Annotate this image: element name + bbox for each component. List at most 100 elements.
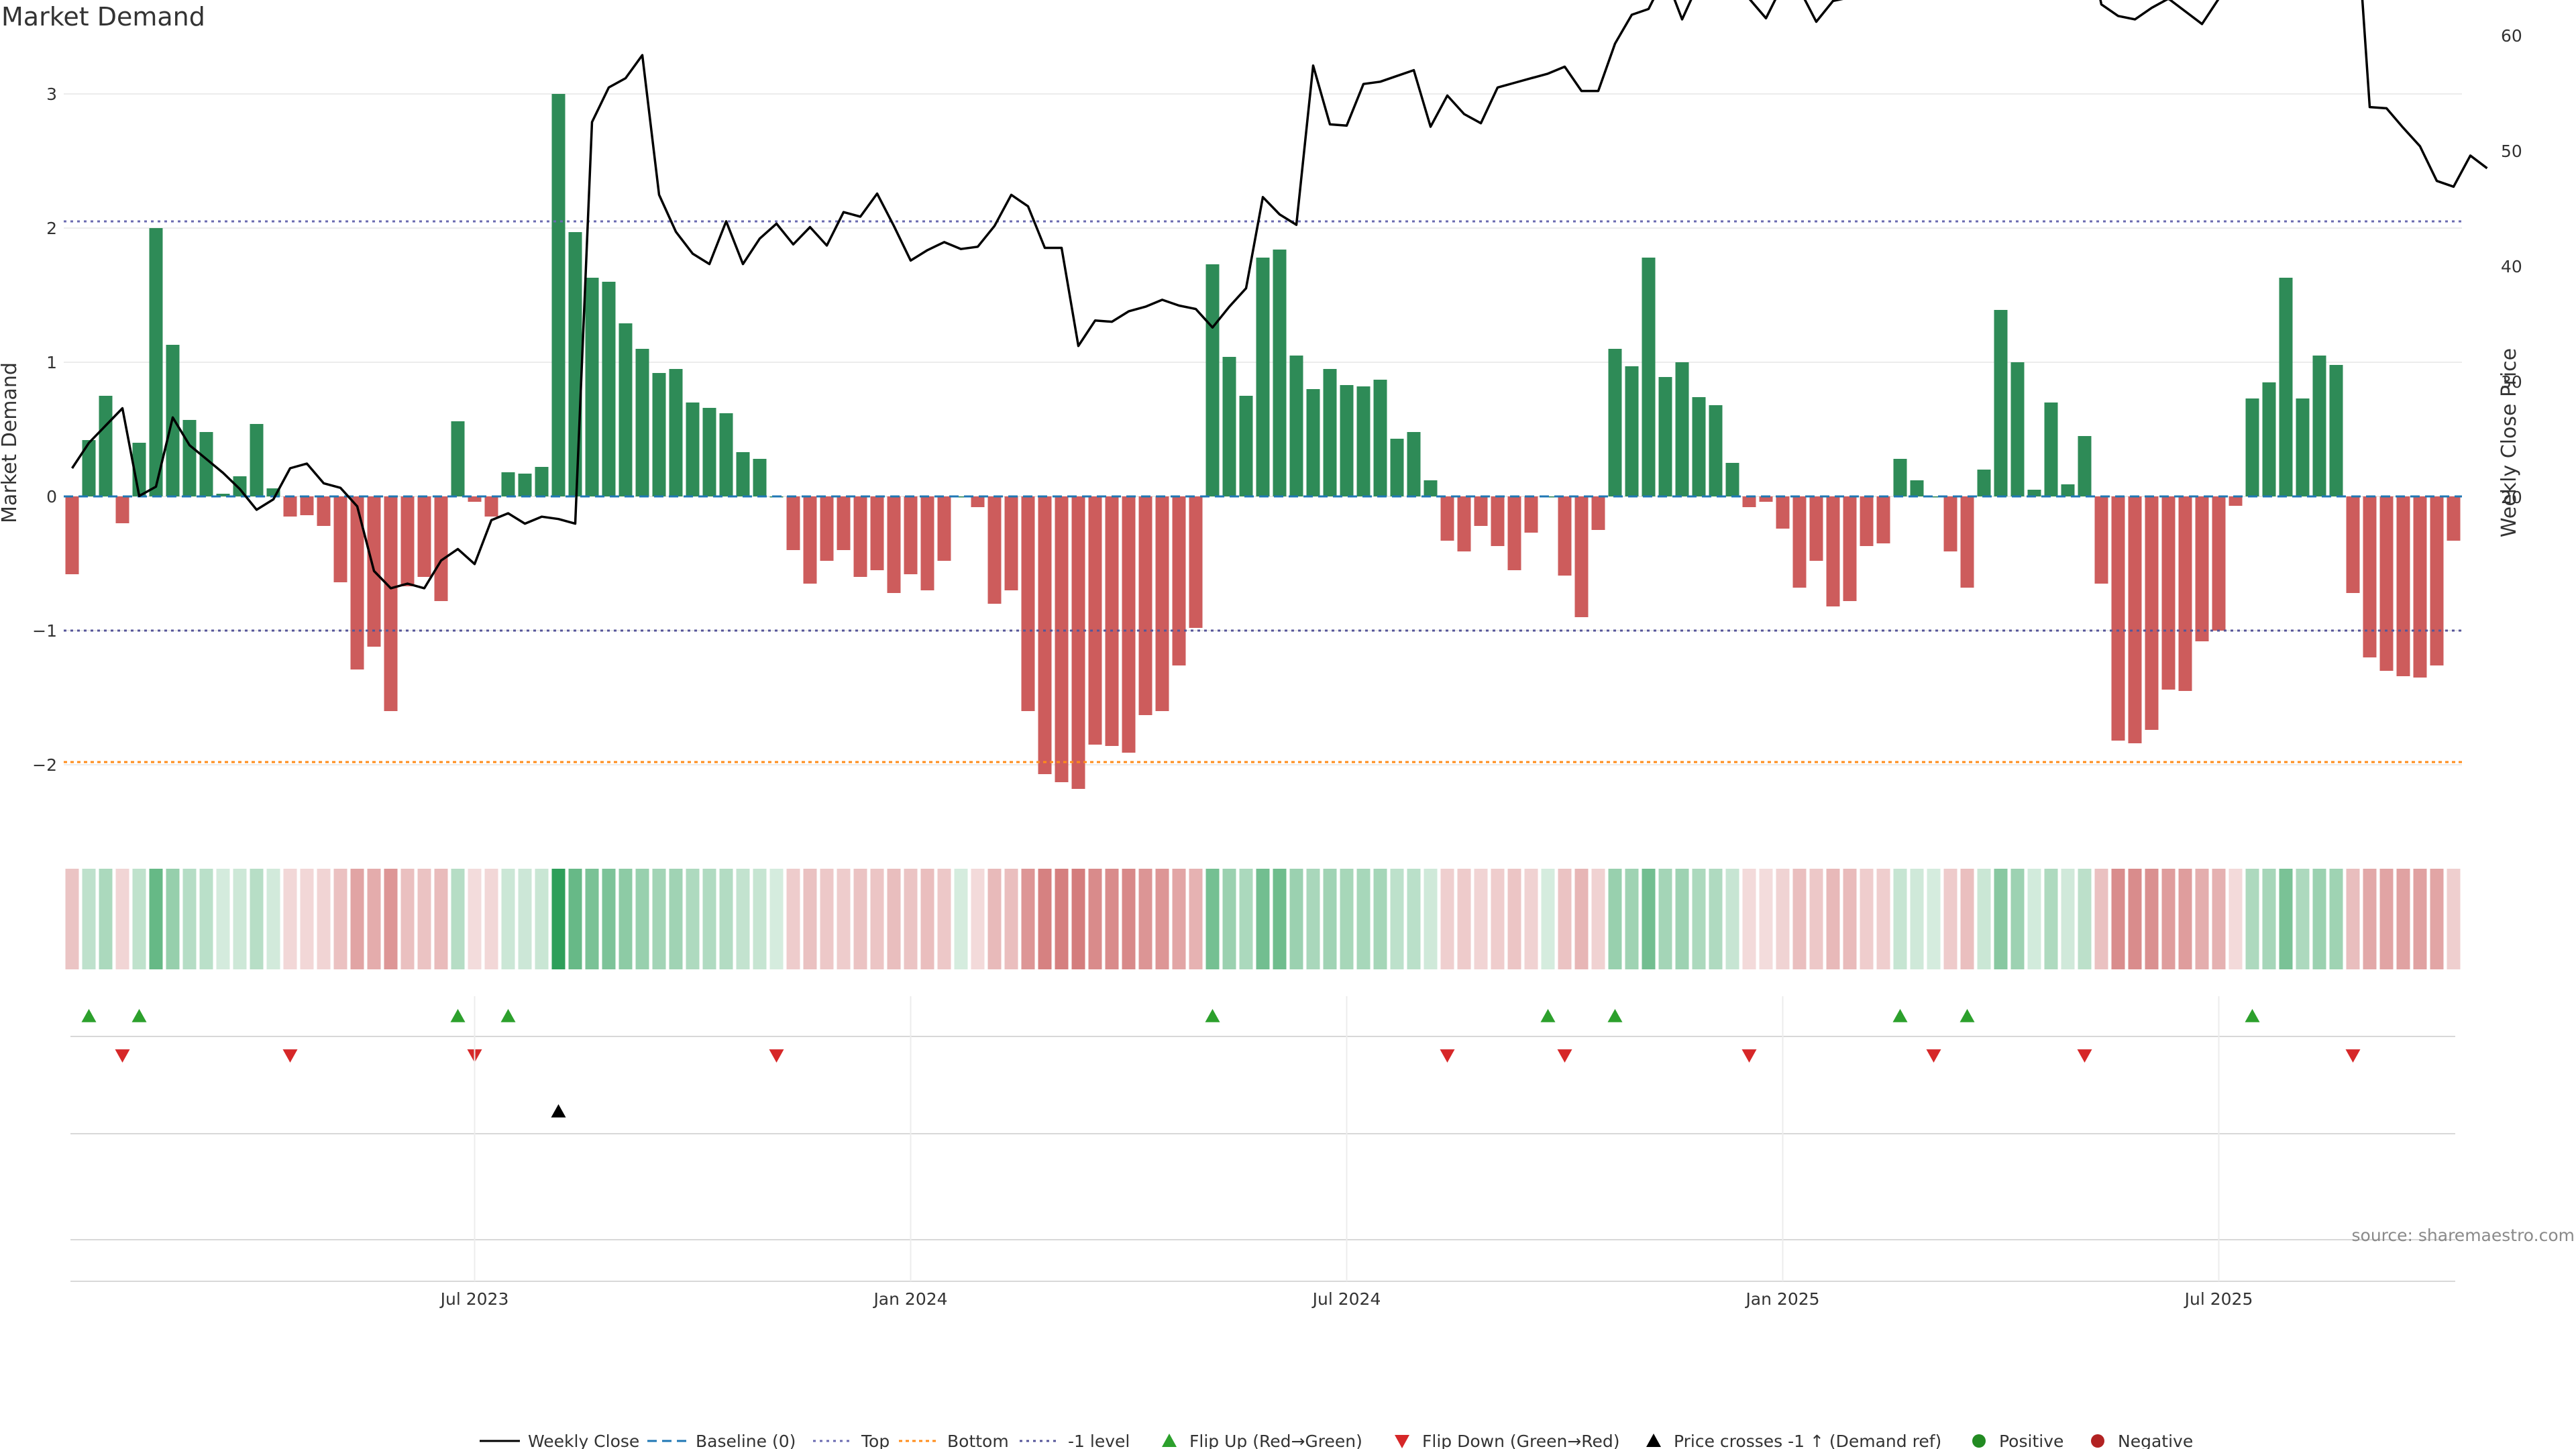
heat-cell xyxy=(1927,869,1941,969)
demand-bar xyxy=(1239,396,1253,496)
heat-cell xyxy=(1843,869,1857,969)
demand-bar xyxy=(2245,398,2259,496)
heat-cell xyxy=(1608,869,1622,969)
heat-cell xyxy=(551,869,566,969)
heat-cell xyxy=(99,869,113,969)
demand-bar xyxy=(317,496,331,526)
heat-cell xyxy=(2329,869,2343,969)
demand-bar xyxy=(2128,496,2142,743)
demand-bar xyxy=(1340,385,1354,496)
heat-cell xyxy=(1876,869,1890,969)
heat-cell xyxy=(1658,869,1672,969)
demand-bar xyxy=(1088,496,1102,745)
demand-bar xyxy=(1289,356,1303,496)
heat-cell xyxy=(1055,869,1069,969)
heat-cell xyxy=(1306,869,1320,969)
demand-bar xyxy=(2111,496,2125,741)
demand-bar xyxy=(2195,496,2209,641)
heat-cell xyxy=(1424,869,1438,969)
demand-bar xyxy=(99,396,113,496)
demand-bar xyxy=(2178,496,2192,691)
demand-bar xyxy=(518,474,532,496)
demand-bar xyxy=(250,424,264,496)
heat-cell xyxy=(2061,869,2075,969)
demand-bar xyxy=(2447,496,2461,541)
demand-bar xyxy=(1910,480,1924,496)
legend-swatch xyxy=(2091,1434,2104,1448)
heat-cell xyxy=(468,869,482,969)
heat-cell xyxy=(686,869,700,969)
demand-bar xyxy=(568,232,582,496)
flip-down-marker xyxy=(1926,1049,1941,1063)
demand-bar xyxy=(2010,362,2025,496)
heat-cell xyxy=(1574,869,1589,969)
heat-cell xyxy=(367,869,381,969)
heat-cell xyxy=(2212,869,2226,969)
heat-cell xyxy=(971,869,985,969)
legend-label: Flip Up (Red→Green) xyxy=(1189,1432,1362,1449)
heat-cell xyxy=(82,869,96,969)
heat-cell xyxy=(2379,869,2394,969)
heat-cell xyxy=(1642,869,1656,969)
legend-label: Top xyxy=(861,1432,890,1449)
heat-cell xyxy=(669,869,683,969)
heat-cell xyxy=(1340,869,1354,969)
heat-cell xyxy=(1256,869,1270,969)
legend-label: Negative xyxy=(2118,1432,2193,1449)
demand-bar xyxy=(1658,377,1672,496)
demand-bar xyxy=(1574,496,1589,617)
heat-cell xyxy=(317,869,331,969)
heat-cell xyxy=(1675,869,1689,969)
flip-down-marker xyxy=(1557,1049,1572,1063)
weekly-close-line xyxy=(71,0,2488,590)
demand-bar xyxy=(1105,496,1119,746)
demand-bar xyxy=(1960,496,1974,588)
demand-bar xyxy=(786,496,800,550)
heat-cell xyxy=(1189,869,1203,969)
demand-bar xyxy=(1390,439,1404,496)
heat-cell xyxy=(1826,869,1840,969)
demand-bar xyxy=(2145,496,2159,730)
demand-bar xyxy=(1457,496,1471,551)
legend-label: Baseline (0) xyxy=(696,1432,796,1449)
demand-bar xyxy=(1373,380,1387,496)
legend-swatch xyxy=(1395,1435,1409,1448)
flip-down-marker xyxy=(2077,1049,2092,1063)
demand-bar xyxy=(1021,496,1035,711)
demand-bar xyxy=(1591,496,1605,530)
demand-bar xyxy=(1809,496,1823,561)
demand-bar xyxy=(2161,496,2176,690)
heat-cell xyxy=(803,869,817,969)
heat-cell xyxy=(1155,869,1169,969)
demand-bar xyxy=(1675,362,1689,496)
heat-cell xyxy=(417,869,431,969)
demand-bar xyxy=(971,496,985,507)
demand-bar xyxy=(1943,496,1957,551)
demand-bar xyxy=(1692,397,1706,496)
heat-cell xyxy=(2078,869,2092,969)
x-tick-label: Jul 2024 xyxy=(1311,1289,1381,1309)
flip-up-marker xyxy=(1960,1009,1975,1022)
demand-bar xyxy=(1742,496,1756,507)
left-tick-label: 3 xyxy=(46,85,57,104)
heat-cell xyxy=(384,869,398,969)
demand-bar xyxy=(937,496,951,561)
demand-bar xyxy=(1524,496,1538,533)
left-tick-label: 2 xyxy=(46,219,57,238)
heat-cell xyxy=(1776,869,1790,969)
demand-bar xyxy=(300,496,314,515)
demand-bar xyxy=(1004,496,1018,590)
left-tick-label: −2 xyxy=(32,755,57,775)
flip-up-marker xyxy=(1892,1009,1908,1022)
demand-bar xyxy=(1558,496,1572,576)
left-tick-label: 1 xyxy=(46,353,57,372)
heat-cell xyxy=(2447,869,2461,969)
demand-bar xyxy=(417,496,431,577)
demand-bar xyxy=(535,467,549,496)
heat-cell xyxy=(1390,869,1404,969)
demand-bar xyxy=(1994,310,2008,496)
demand-bar xyxy=(1122,496,1136,753)
demand-bar xyxy=(2078,436,2092,496)
flip-down-marker xyxy=(2345,1049,2361,1063)
legend-swatch xyxy=(1646,1434,1661,1447)
